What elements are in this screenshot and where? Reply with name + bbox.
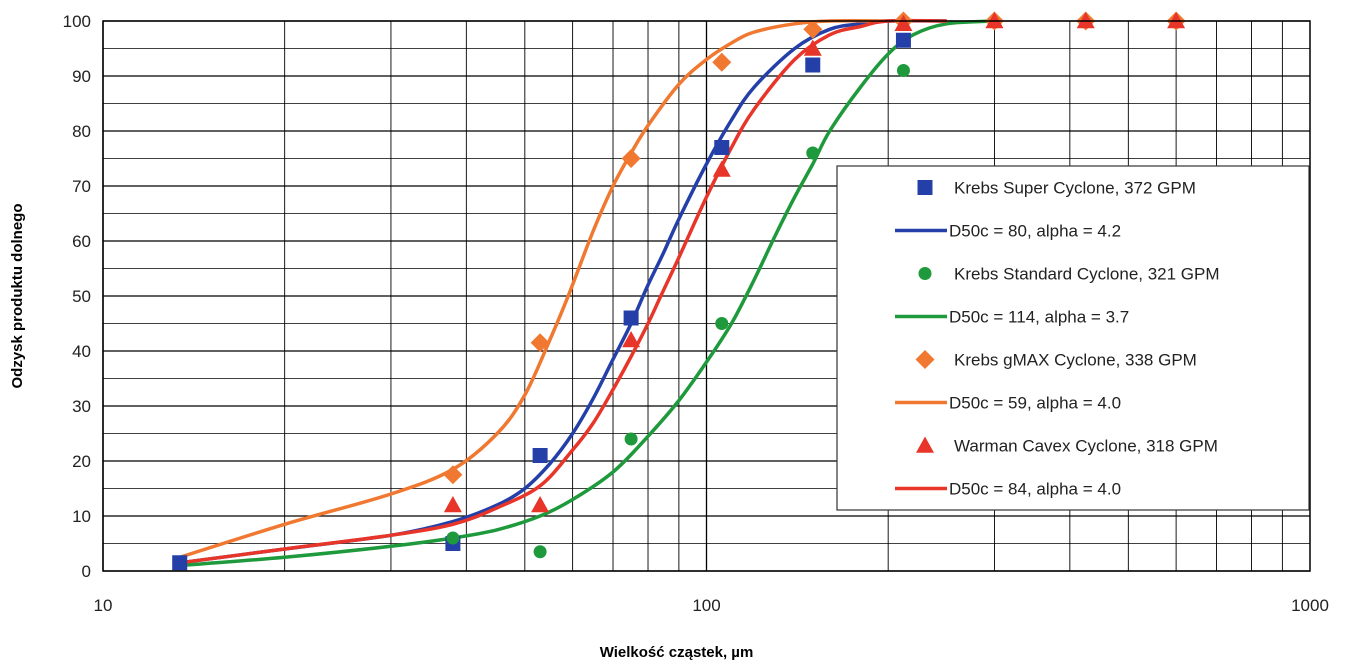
triangle-marker bbox=[894, 14, 913, 31]
fit-curve-3 bbox=[179, 19, 889, 559]
fit-curve-1 bbox=[179, 19, 947, 565]
legend-triangle-marker bbox=[916, 436, 934, 453]
point-series-4 bbox=[443, 12, 1186, 513]
legend-label: D50c = 114, alpha = 3.7 bbox=[949, 308, 1129, 327]
diamond-marker bbox=[803, 19, 823, 39]
y-tick-label: 100 bbox=[63, 12, 91, 31]
y-tick-label: 90 bbox=[72, 67, 91, 86]
triangle-marker bbox=[1076, 12, 1095, 29]
x-tick-label: 100 bbox=[692, 596, 720, 615]
y-tick-label: 0 bbox=[82, 562, 91, 581]
square-marker bbox=[623, 310, 639, 326]
legend-label: D50c = 80, alpha = 4.2 bbox=[949, 222, 1121, 241]
x-tick-label: 10 bbox=[94, 596, 113, 615]
circle-marker bbox=[715, 317, 729, 330]
circle-marker bbox=[624, 432, 638, 446]
y-tick-label: 60 bbox=[72, 232, 91, 251]
legend-circle-marker bbox=[918, 267, 932, 280]
circle-marker bbox=[806, 146, 820, 160]
legend-label: Krebs Standard Cyclone, 321 GPM bbox=[954, 265, 1220, 284]
x-axis-title: Wielkość cząstek, µm bbox=[600, 644, 754, 661]
data-points bbox=[172, 11, 1186, 571]
triangle-marker bbox=[443, 496, 462, 513]
x-tick-label: 1000 bbox=[1291, 596, 1329, 615]
square-marker bbox=[895, 32, 911, 48]
square-marker bbox=[805, 57, 821, 73]
plot-frame bbox=[102, 20, 1311, 572]
diamond-marker bbox=[621, 149, 641, 168]
point-series-2 bbox=[446, 64, 910, 559]
y-tick-label: 40 bbox=[72, 342, 91, 361]
diamond-marker bbox=[530, 333, 550, 353]
square-marker bbox=[172, 555, 188, 571]
circle-marker bbox=[896, 64, 910, 77]
y-tick-label: 80 bbox=[72, 122, 91, 141]
legend-square-marker bbox=[917, 180, 933, 195]
diamond-marker bbox=[712, 52, 732, 72]
legend-label: Krebs gMAX Cyclone, 338 GPM bbox=[954, 351, 1197, 370]
legend-diamond-marker bbox=[915, 350, 935, 369]
triangle-marker bbox=[712, 160, 731, 177]
y-tick-label: 70 bbox=[72, 177, 91, 196]
legend: Krebs Super Cyclone, 372 GPM D50c = 80, a… bbox=[836, 165, 1310, 511]
legend-box bbox=[836, 165, 1310, 511]
triangle-marker bbox=[803, 39, 822, 56]
y-tick-label: 10 bbox=[72, 507, 91, 526]
circle-marker bbox=[533, 545, 547, 559]
triangle-marker bbox=[985, 12, 1004, 29]
y-tick-label: 20 bbox=[72, 452, 91, 471]
legend-label: D50c = 59, alpha = 4.0 bbox=[949, 394, 1121, 413]
point-series-1 bbox=[172, 32, 911, 571]
legend-label: D50c = 84, alpha = 4.0 bbox=[949, 480, 1121, 499]
triangle-marker bbox=[531, 496, 550, 513]
square-marker bbox=[532, 448, 548, 463]
diamond-marker bbox=[443, 465, 463, 485]
square-marker bbox=[714, 140, 730, 155]
legend-label: Warman Cavex Cyclone, 318 GPM bbox=[954, 437, 1218, 456]
y-tick-label: 50 bbox=[72, 287, 91, 306]
triangle-marker bbox=[622, 331, 641, 348]
circle-marker bbox=[446, 531, 460, 545]
fit-curve-4 bbox=[179, 18, 947, 565]
triangle-marker bbox=[1167, 12, 1186, 29]
y-tick-label: 30 bbox=[72, 397, 91, 416]
legend-label: Krebs Super Cyclone, 372 GPM bbox=[954, 179, 1196, 198]
y-axis-title: Odzysk produktu dolnego bbox=[9, 203, 26, 388]
